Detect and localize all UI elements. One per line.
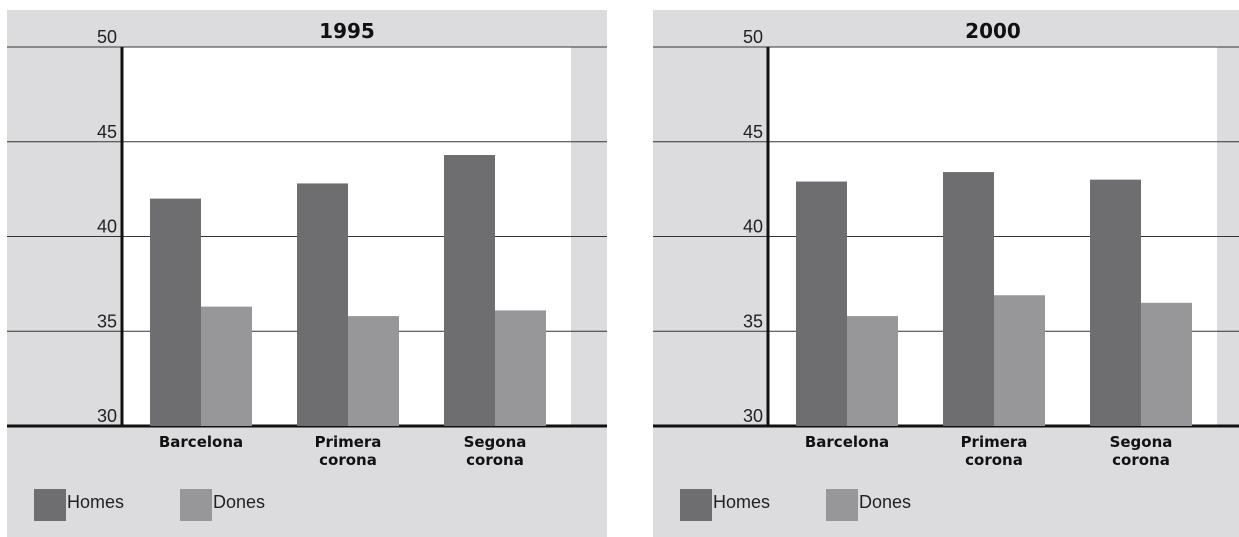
legend-swatch-homes [34, 489, 66, 521]
x-category-label: Barcelona [805, 433, 889, 451]
legend-swatch-homes [680, 489, 712, 521]
bar-homes [796, 181, 847, 426]
x-category-label: corona [965, 451, 1023, 469]
y-tick-label: 35 [743, 311, 763, 331]
y-tick-label: 45 [743, 122, 763, 142]
x-category-label: Primera [961, 433, 1028, 451]
legend-label: Dones [213, 492, 265, 512]
y-tick-label: 30 [97, 406, 117, 426]
bar-dones [201, 306, 252, 426]
legend-label: Homes [713, 492, 770, 512]
x-category-label: corona [319, 451, 377, 469]
x-category-label: corona [1112, 451, 1170, 469]
y-tick-label: 50 [97, 27, 117, 47]
bar-dones [348, 316, 399, 426]
bar-dones [495, 310, 546, 426]
x-category-label: Segona [464, 433, 527, 451]
legend-swatch-dones [180, 489, 212, 521]
chart-panel-1995: 30 35 40 45 50 1995 Barcelona Primera corona Sego… [7, 10, 607, 537]
bar-dones [1141, 302, 1192, 426]
x-category-label: corona [466, 451, 524, 469]
bar-homes [297, 183, 348, 426]
chart-panel-2000: 30 35 40 45 50 2000 Barcelona Primera corona Sego… [653, 10, 1239, 537]
legend-label: Dones [859, 492, 911, 512]
x-category-label: Barcelona [159, 433, 243, 451]
legend-label: Homes [67, 492, 124, 512]
y-tick-label: 35 [97, 311, 117, 331]
bar-dones [847, 316, 898, 426]
y-tick-label: 50 [743, 27, 763, 47]
x-category-label: Segona [1110, 433, 1173, 451]
chart-title: 1995 [319, 19, 375, 43]
bar-homes [150, 198, 201, 426]
bar-homes [1090, 179, 1141, 426]
legend-swatch-dones [826, 489, 858, 521]
bar-dones [994, 295, 1045, 426]
y-tick-label: 30 [743, 406, 763, 426]
x-category-label: Primera [315, 433, 382, 451]
bar-homes [444, 155, 495, 426]
y-tick-label: 40 [743, 217, 763, 237]
chart-title: 2000 [965, 19, 1021, 43]
bar-homes [943, 172, 994, 426]
y-tick-label: 40 [97, 217, 117, 237]
y-tick-label: 45 [97, 122, 117, 142]
